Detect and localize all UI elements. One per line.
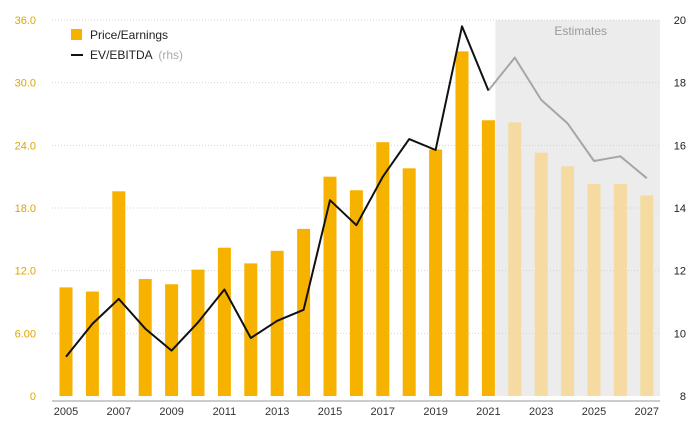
estimates-label: Estimates — [554, 24, 607, 38]
right-tick-label: 20 — [674, 15, 686, 27]
legend-label-price-earnings: Price/Earnings — [90, 28, 168, 42]
x-tick-label: 2021 — [476, 406, 500, 418]
x-tick-label: 2013 — [265, 406, 289, 418]
bar — [429, 149, 443, 396]
bar — [297, 228, 311, 396]
bar — [270, 250, 284, 396]
left-tick-label: 0 — [30, 391, 36, 403]
x-tick-label: 2009 — [159, 406, 183, 418]
right-tick-label: 8 — [680, 391, 686, 403]
right-tick-label: 12 — [674, 266, 686, 278]
ev-ebitda-line — [65, 25, 490, 358]
legend: Price/Earnings EV/EBITDA (rhs) — [71, 28, 183, 62]
left-tick-label: 18.0 — [15, 203, 36, 215]
x-tick-label: 2019 — [423, 406, 447, 418]
bar — [323, 176, 337, 396]
bar — [191, 269, 205, 396]
left-tick-label: 36.0 — [15, 15, 36, 27]
x-tick-label: 2017 — [371, 406, 395, 418]
right-tick-label: 18 — [674, 78, 686, 90]
bar — [376, 142, 390, 396]
bar-series — [59, 51, 654, 397]
left-tick-label: 30.0 — [15, 78, 36, 90]
bar — [561, 166, 575, 396]
legend-label-ev-ebitda: EV/EBITDA (rhs) — [90, 48, 183, 62]
left-tick-label: 24.0 — [15, 140, 36, 152]
line-series — [65, 25, 648, 358]
bar — [534, 152, 548, 396]
x-tick-label: 2025 — [582, 406, 606, 418]
right-tick-label: 16 — [674, 140, 686, 152]
x-tick-label: 2011 — [213, 406, 237, 418]
bar — [402, 168, 416, 396]
x-axis-ticks: 2005 2007 2009 2011 2013 2015 2017 2019 2021 2023… — [54, 406, 659, 418]
x-tick-label: 2023 — [529, 406, 553, 418]
bar — [217, 247, 231, 396]
x-tick-label: 2005 — [54, 406, 78, 418]
right-tick-label: 14 — [674, 203, 686, 215]
right-tick-label: 10 — [674, 328, 686, 340]
bar — [481, 120, 495, 397]
bar — [508, 122, 522, 396]
right-axis-ticks: 8 10 12 14 16 18 20 — [674, 15, 686, 403]
bar — [640, 195, 654, 396]
ev-ebitda-line-estimate — [487, 56, 648, 179]
x-tick-label: 2007 — [107, 406, 131, 418]
bar — [349, 190, 363, 396]
x-tick-label: 2027 — [635, 406, 659, 418]
bar — [165, 284, 179, 396]
bar — [455, 51, 469, 396]
bar — [244, 263, 258, 396]
bar — [85, 291, 99, 396]
bar — [613, 183, 627, 396]
x-tick-label: 2015 — [318, 406, 342, 418]
bar — [587, 183, 601, 396]
bar — [112, 191, 126, 396]
bar — [138, 279, 152, 396]
left-tick-label: 6.00 — [15, 328, 36, 340]
left-tick-label: 12.0 — [15, 266, 36, 278]
legend-swatch-price-earnings — [71, 29, 82, 40]
left-axis-ticks: 0 6.00 12.0 18.0 24.0 30.0 36.0 — [15, 15, 36, 403]
bar — [59, 287, 73, 396]
